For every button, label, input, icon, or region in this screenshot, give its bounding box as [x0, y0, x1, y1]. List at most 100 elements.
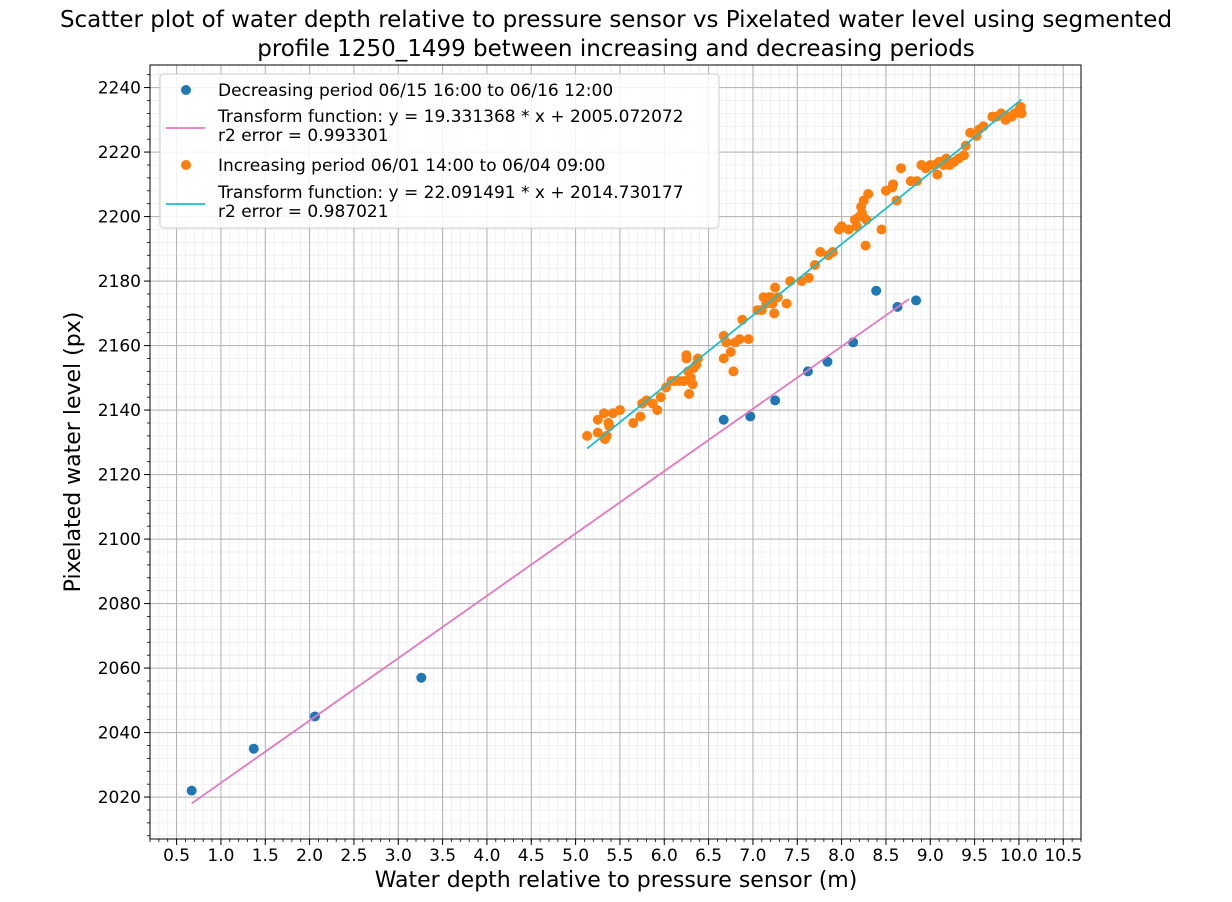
- data-point: [911, 295, 922, 306]
- data-point: [860, 240, 871, 251]
- data-point: [770, 395, 781, 406]
- x-tick-label: 1.5: [252, 846, 279, 866]
- y-tick-label: 2140: [98, 401, 141, 421]
- x-tick-label: 9.0: [917, 846, 944, 866]
- y-tick-label: 2200: [98, 208, 141, 228]
- x-tick-label: 9.5: [961, 846, 988, 866]
- data-point: [248, 743, 259, 754]
- y-tick-label: 2160: [98, 337, 141, 357]
- data-point: [718, 414, 729, 425]
- data-point: [416, 672, 427, 683]
- legend-label-2: Increasing period 06/01 14:00 to 06/04 0…: [218, 156, 605, 176]
- data-point: [598, 408, 609, 419]
- x-tick-label: 8.0: [828, 846, 855, 866]
- y-axis-ticks: 2020 2040 2060 2080 2100 2120 2140 2160 2180 2200…: [98, 74, 150, 837]
- legend-box: [159, 73, 720, 229]
- x-tick-label: 2.5: [340, 846, 367, 866]
- chart-title-line-2: profile 1250_1499 between increasing and…: [257, 36, 975, 62]
- legend-label-3-line-0: Transform function: y = 22.091491 * x + …: [217, 183, 684, 203]
- y-tick-label: 2100: [98, 530, 141, 550]
- y-tick-label: 2020: [98, 788, 141, 808]
- data-point: [958, 150, 969, 161]
- data-point: [932, 169, 943, 180]
- data-point: [888, 179, 899, 190]
- legend: Decreasing period 06/15 16:00 to 06/16 1…: [159, 73, 720, 229]
- x-tick-label: 4.0: [473, 846, 500, 866]
- legend-label-1-line-1: r2 error = 0.993301: [218, 126, 389, 146]
- x-tick-label: 6.5: [695, 846, 722, 866]
- data-point: [851, 221, 862, 232]
- data-point: [652, 405, 663, 416]
- x-axis-label: Water depth relative to pressure sensor …: [375, 868, 858, 893]
- y-tick-label: 2120: [98, 466, 141, 486]
- data-point: [911, 176, 922, 187]
- data-point: [871, 285, 882, 296]
- legend-marker-2: [181, 160, 191, 170]
- fit-line-1: [191, 298, 910, 805]
- y-tick-label: 2180: [98, 272, 141, 292]
- data-point: [718, 353, 729, 364]
- data-point: [655, 392, 666, 403]
- data-point: [863, 189, 874, 199]
- chart-title-line-1: Scatter plot of water depth relative to …: [60, 7, 1172, 33]
- legend-label-1-line-0: Transform function: y = 19.331368 * x + …: [217, 107, 684, 127]
- y-tick-label: 2060: [98, 659, 141, 679]
- fit-line-3: [586, 98, 1023, 450]
- data-point: [745, 411, 756, 422]
- y-axis-label: Pixelated water level (px): [61, 312, 86, 593]
- y-tick-label: 2040: [98, 724, 141, 744]
- x-tick-label: 8.5: [872, 846, 899, 866]
- legend-label-3-line-1: r2 error = 0.987021: [218, 202, 389, 222]
- legend-marker-0: [181, 85, 191, 95]
- legend-label-0: Decreasing period 06/15 16:00 to 06/16 1…: [218, 81, 613, 101]
- data-point: [681, 353, 692, 364]
- x-tick-label: 0.5: [163, 846, 190, 866]
- data-point: [896, 163, 907, 174]
- x-tick-label: 1.0: [207, 846, 234, 866]
- data-point: [1016, 108, 1027, 119]
- data-point: [743, 334, 754, 345]
- data-point: [728, 366, 739, 377]
- data-point: [687, 379, 698, 390]
- data-point: [635, 411, 646, 422]
- data-point: [734, 334, 745, 345]
- data-point: [628, 417, 639, 428]
- data-point: [876, 224, 887, 235]
- data-point: [614, 405, 625, 416]
- data-point: [769, 308, 780, 319]
- y-tick-label: 2240: [98, 79, 141, 99]
- data-point: [592, 414, 603, 425]
- x-axis-ticks: 0.5 1.0 1.5 2.0 2.5 3.0 3.5 4.0 4.5 5.0 5.5 6.0 6.5 7…: [149, 839, 1082, 866]
- data-point: [772, 292, 783, 303]
- x-tick-label: 7.0: [739, 846, 766, 866]
- x-tick-label: 7.5: [784, 846, 811, 866]
- x-tick-label: 3.0: [385, 846, 412, 866]
- data-point: [781, 298, 792, 309]
- x-tick-label: 2.0: [296, 846, 323, 866]
- data-point: [582, 430, 593, 441]
- x-tick-label: 4.5: [518, 846, 545, 866]
- x-tick-label: 3.5: [429, 846, 456, 866]
- x-tick-label: 10.5: [1044, 846, 1082, 866]
- data-point: [684, 388, 695, 399]
- data-point: [592, 427, 603, 438]
- data-point: [770, 282, 781, 293]
- data-point: [186, 785, 197, 796]
- x-tick-label: 6.0: [651, 846, 678, 866]
- scatter-series-2: [582, 101, 1027, 445]
- data-point: [815, 247, 826, 258]
- data-point: [843, 224, 854, 235]
- y-tick-label: 2220: [98, 143, 141, 163]
- data-point: [725, 347, 736, 358]
- data-point: [803, 272, 814, 283]
- y-tick-label: 2080: [98, 595, 141, 615]
- plot-content: [186, 98, 1027, 805]
- data-point: [601, 430, 612, 441]
- x-tick-label: 5.5: [606, 846, 633, 866]
- plot-frame: [149, 64, 1082, 840]
- x-tick-label: 5.0: [562, 846, 589, 866]
- scatter-series-0: [186, 285, 922, 796]
- x-tick-label: 10.0: [1000, 846, 1038, 866]
